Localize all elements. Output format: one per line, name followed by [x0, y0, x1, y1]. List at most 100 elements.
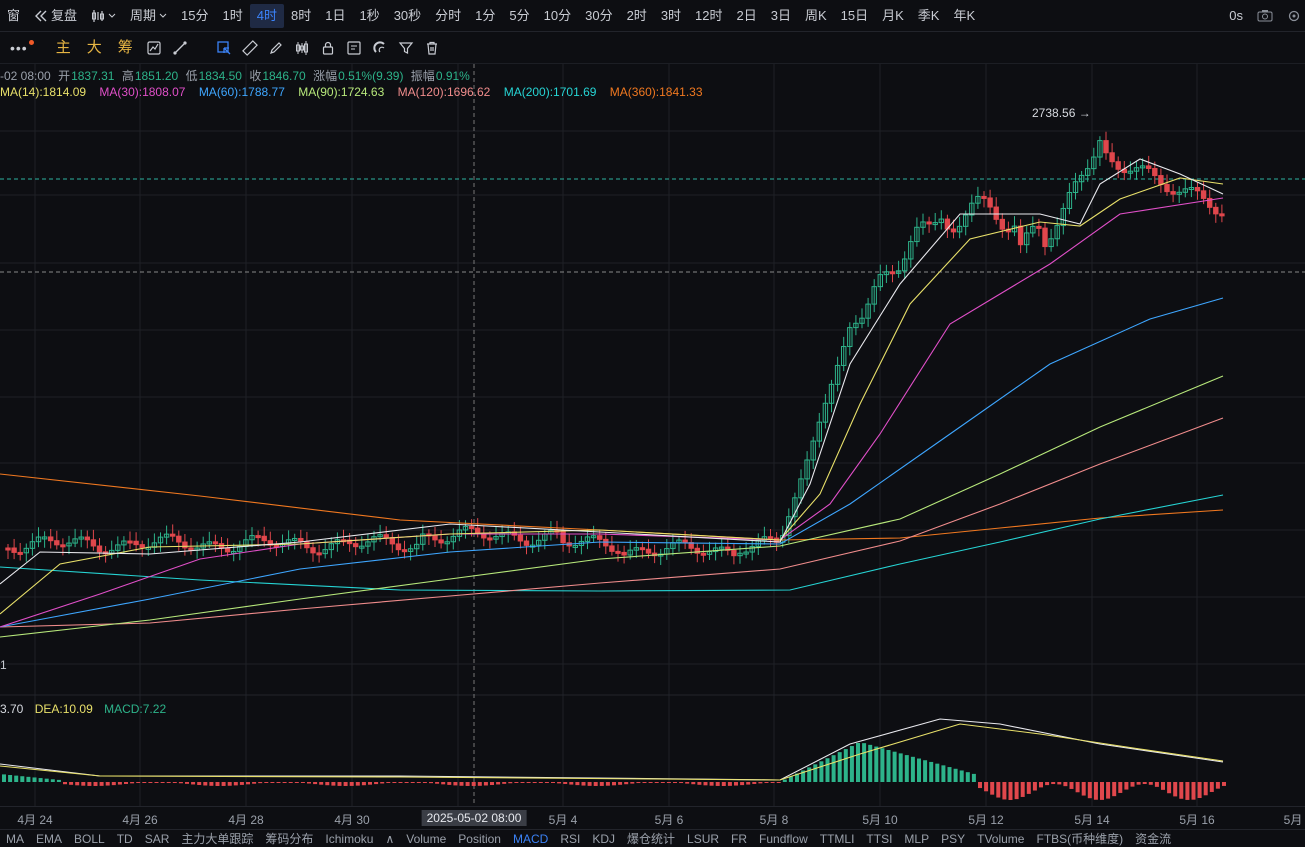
interval-12h[interactable]: 12时 — [695, 7, 723, 23]
candles-tool[interactable] — [289, 35, 315, 61]
macd-bar — [56, 779, 61, 782]
line-tool[interactable] — [167, 35, 193, 61]
macd-bar — [325, 782, 330, 786]
candle-body — [188, 547, 194, 551]
indicator-tab[interactable]: FR — [731, 831, 748, 846]
indicator-tab[interactable]: TVolume — [977, 831, 1025, 846]
indicator-tab[interactable]: Volume — [406, 831, 447, 846]
interval-1m[interactable]: 1分 — [475, 7, 496, 23]
indicator-tab[interactable]: RSI — [560, 831, 581, 846]
indicator-tab[interactable]: EMA — [36, 831, 63, 846]
candle-body — [1219, 213, 1225, 217]
main-chart-toggle[interactable]: 主 — [55, 38, 71, 56]
candle-body — [645, 548, 652, 554]
chart-area[interactable]: -02 08:00 开1837.31 高1851.20 低1834.50 收18… — [0, 64, 1305, 806]
macd-bar — [337, 782, 342, 786]
cursor-tool[interactable] — [211, 35, 237, 61]
replay-button[interactable]: 复盘 — [27, 4, 84, 28]
indicator-tab[interactable]: 筹码分布 — [265, 832, 314, 846]
macd-bar — [349, 782, 354, 786]
interval-quarter[interactable]: 季K — [917, 7, 940, 23]
indicator-tab[interactable]: PSY — [941, 831, 966, 846]
interval-30s[interactable]: 30秒 — [393, 7, 422, 23]
macd-bar — [551, 782, 555, 783]
interval-2h[interactable]: 2时 — [626, 7, 647, 23]
macd-bar — [203, 782, 208, 786]
macd-bar — [935, 763, 940, 782]
lock-tool[interactable] — [315, 35, 341, 61]
candle-body — [1078, 174, 1085, 183]
interval-1d[interactable]: 1日 — [325, 7, 346, 23]
settings-button[interactable] — [1280, 4, 1305, 28]
indicator-tab[interactable]: 爆仓统计 — [627, 832, 676, 846]
magnet-tool[interactable] — [367, 35, 393, 61]
indicator-tab[interactable]: ∧ — [385, 831, 395, 846]
indicator-tab[interactable]: MA — [6, 831, 24, 846]
macd-bar — [1100, 782, 1104, 800]
macd-bar — [398, 782, 403, 783]
screenshot-button[interactable] — [1250, 4, 1280, 28]
macd-bar — [2, 774, 6, 782]
interval-2d[interactable]: 2日 — [736, 7, 757, 23]
macd-bar — [117, 782, 122, 785]
interval-1w[interactable]: 周K — [804, 7, 827, 23]
delete-tool[interactable] — [419, 35, 445, 61]
more-button[interactable]: ••• — [0, 36, 36, 60]
indicator-tab[interactable]: MACD — [512, 831, 549, 846]
interval-1mo[interactable]: 月K — [882, 7, 904, 23]
macd-bar — [300, 782, 305, 783]
macd-bar — [93, 782, 98, 786]
pencil-tool[interactable] — [263, 35, 289, 61]
ohlc-date: -02 08:00 — [0, 69, 51, 83]
indicator-tab[interactable]: LSUR — [687, 831, 720, 846]
interval-3h[interactable]: 3时 — [660, 7, 682, 23]
period-dropdown[interactable]: 周期 — [123, 4, 174, 28]
indicator-tab[interactable]: BOLL — [74, 831, 105, 846]
macd-bar — [410, 782, 415, 783]
indicator-tab[interactable]: Position — [458, 831, 501, 846]
interval-8h[interactable]: 8时 — [290, 7, 312, 23]
macd-bar — [776, 782, 781, 783]
indicator-tab[interactable]: TTMLI — [819, 831, 855, 846]
note-tool[interactable] — [341, 35, 367, 61]
indicator-tab[interactable]: TTSI — [866, 831, 893, 846]
x-tick-label: 5月 12 — [968, 813, 1004, 827]
macd-bar — [105, 782, 110, 786]
interval-15d[interactable]: 15日 — [840, 7, 869, 23]
interval-10m[interactable]: 10分 — [543, 7, 572, 23]
indicator-tool[interactable] — [141, 35, 167, 61]
candle-body — [475, 527, 481, 534]
interval-5m[interactable]: 5分 — [509, 7, 530, 23]
ruler-tool[interactable] — [237, 35, 263, 61]
filter-tool[interactable] — [393, 35, 419, 61]
candle-type-button[interactable] — [84, 4, 123, 28]
candle-body — [993, 206, 999, 220]
interval-4h[interactable]: 4时 — [249, 3, 284, 28]
interval-15m[interactable]: 15分 — [181, 7, 209, 23]
macd-bar — [770, 782, 775, 783]
indicator-tab[interactable]: FTBS(币种维度) — [1036, 832, 1124, 846]
interval-30m[interactable]: 30分 — [585, 7, 613, 23]
candle-body — [1091, 156, 1097, 170]
chip-toggle[interactable]: 筹 — [117, 38, 133, 56]
macd-bar — [1057, 782, 1062, 785]
big-order-toggle[interactable]: 大 — [86, 38, 102, 56]
interval-3d[interactable]: 3日 — [770, 7, 791, 23]
interval-year[interactable]: 年K — [953, 7, 976, 23]
indicator-tab[interactable]: MLP — [904, 831, 930, 846]
interval-1h[interactable]: 1时 — [222, 7, 243, 23]
window-button[interactable]: 窗 — [7, 7, 21, 23]
indicator-tab[interactable]: 主力大单跟踪 — [181, 832, 254, 846]
macd-bar — [1026, 782, 1031, 794]
indicator-tab[interactable]: TD — [116, 831, 133, 846]
macd-bar — [380, 782, 385, 784]
interval-1s[interactable]: 1秒 — [359, 7, 380, 23]
candlestick-chart[interactable] — [0, 64, 1305, 806]
indicator-tab[interactable]: Ichimoku — [325, 831, 374, 846]
indicator-tab[interactable]: KDJ — [592, 831, 616, 846]
indicator-tab[interactable]: 资金流 — [1135, 832, 1172, 846]
macd-bar — [87, 782, 92, 786]
indicator-tab[interactable]: SAR — [144, 831, 170, 846]
indicator-tab[interactable]: Fundflow — [759, 831, 808, 846]
interval-timeshare[interactable]: 分时 — [435, 7, 462, 23]
